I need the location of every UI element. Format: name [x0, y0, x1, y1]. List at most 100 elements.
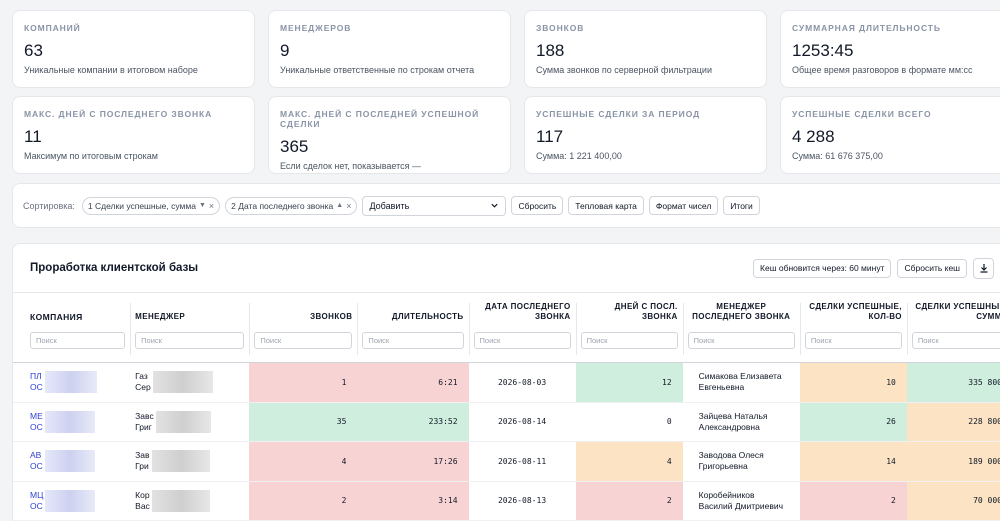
kpi-subtitle: Сумма: 61 676 375,00: [792, 151, 883, 161]
deals-sum-cell: 228 800: [906, 402, 1000, 442]
kpi-value: 9: [280, 41, 290, 60]
duration-search-input[interactable]: Поиск: [362, 332, 464, 349]
kpi-value: 4 288: [792, 127, 835, 146]
last-manager-cell: Коробейников Василий Дмитриевич: [682, 481, 800, 521]
manager-name-line: Сер: [135, 382, 151, 393]
report-panel: Проработка клиентской базы Кеш обновится…: [12, 243, 1000, 521]
table-row[interactable]: МЕ ОС Завс Григ 35 233:52 2026-08-14 0 Зай…: [13, 402, 1000, 442]
col-manager[interactable]: МЕНЕДЖЕР Поиск: [130, 292, 250, 363]
sort-chip-last-call-date[interactable]: 2 Дата последнего звонка ▲ ×: [225, 196, 358, 215]
last-manager-cell: Зайцева Наталья Александровна: [682, 402, 800, 442]
company-name-line[interactable]: МЕ: [30, 410, 43, 421]
days-search-input[interactable]: Поиск: [580, 332, 678, 349]
kpi-label: УСПЕШНЫЕ СДЕЛКИ ЗА ПЕРИОД: [536, 109, 701, 119]
deals-sum-cell: 189 000: [906, 441, 1000, 482]
manager-cell: Завс Григ: [130, 402, 250, 442]
deals-count-search-input[interactable]: Поиск: [804, 332, 902, 349]
column-header-label: СДЕЛКИ УСПЕШНЫЕ, СУММА: [915, 302, 1000, 321]
kpi-grid: КОМПАНИЙ 63 Уникальные компании в итогов…: [12, 10, 1000, 174]
company-cell[interactable]: МЦ ОС: [13, 481, 131, 521]
company-name-line[interactable]: ОС: [30, 382, 43, 393]
company-name-line[interactable]: МЦ: [30, 489, 44, 500]
kpi-subtitle: Уникальные ответственные по строкам отче…: [280, 65, 475, 75]
manager-name-line: Григ: [135, 421, 152, 432]
company-name-line[interactable]: АВ: [30, 450, 42, 461]
download-button[interactable]: [973, 257, 994, 279]
col-calls[interactable]: ЗВОНКОВ Поиск: [249, 292, 358, 363]
days-cell: 12: [575, 362, 683, 403]
last-call-date-search-input[interactable]: Поиск: [473, 332, 571, 349]
kpi-subtitle: Если сделок нет, показывается —: [280, 161, 422, 171]
kpi-value: 1253:45: [792, 41, 854, 60]
reset-cache-button[interactable]: Сбросить кеш: [897, 258, 967, 278]
manager-name-line: Завс: [135, 410, 154, 421]
table-row[interactable]: МЦ ОС Кор Вас 2 3:14 2026-08-13 2 Коробейн…: [13, 481, 1000, 521]
redacted-blur: [151, 450, 210, 473]
sort-asc-icon[interactable]: ▲: [336, 202, 344, 209]
manager-search-input[interactable]: Поиск: [135, 332, 245, 349]
kpi-card-deals-period: УСПЕШНЫЕ СДЕЛКИ ЗА ПЕРИОД 117 Сумма: 1 2…: [524, 96, 767, 174]
col-deals-count[interactable]: СДЕЛКИ УСПЕШНЫЕ, КОЛ-ВО Поиск: [799, 292, 907, 363]
last-manager-cell: Заводова Олеся Григорьевна: [682, 441, 800, 482]
manager-name-line: Зав: [135, 450, 150, 461]
company-cell[interactable]: ПЛ ОС: [13, 362, 131, 403]
download-icon: [980, 264, 987, 273]
close-icon[interactable]: ×: [208, 200, 215, 211]
company-cell[interactable]: АВ ОС: [13, 441, 131, 482]
column-header-label: ДЛИТЕЛЬНОСТЬ: [391, 312, 464, 321]
col-last-call-date[interactable]: ДАТА ПОСЛЕДНЕГО ЗВОНКА Поиск: [468, 292, 576, 363]
kpi-label: КОМПАНИЙ: [24, 23, 81, 33]
last-manager-line: Александровна: [698, 421, 760, 432]
panel-actions: Кеш обновится через: 60 минут Сбросить к…: [753, 257, 1000, 279]
kpi-subtitle: Максимум по итоговым строкам: [24, 151, 158, 161]
col-company[interactable]: КОМПАНИЯ Поиск: [13, 292, 131, 363]
last-manager-line: Евгеньевна: [698, 382, 745, 393]
column-header-label: ДНЕЙ С ПОСЛ. ЗВОНКА: [614, 302, 678, 321]
heatmap-button[interactable]: Тепловая карта: [568, 196, 644, 215]
redacted-blur: [151, 489, 210, 512]
last-manager-line: Заводова Олеся: [698, 450, 764, 461]
table-row[interactable]: АВ ОС Зав Гри 4 17:26 2026-08-11 4 Заводов…: [13, 441, 1000, 482]
company-name-line[interactable]: ОС: [30, 500, 43, 511]
days-cell: 2: [575, 481, 683, 521]
table-row[interactable]: ПЛ ОС Газ Сер 1 6:21 2026-08-03 12 Симаков…: [13, 362, 1000, 403]
sort-desc-icon[interactable]: ▼: [198, 202, 206, 209]
last-manager-cell: Симакова Елизавета Евгеньевна: [682, 362, 800, 403]
kpi-value: 188: [536, 41, 565, 60]
reset-sort-button[interactable]: Сбросить: [511, 196, 564, 215]
company-name-line[interactable]: ОС: [30, 421, 43, 432]
col-duration[interactable]: ДЛИТЕЛЬНОСТЬ Поиск: [357, 292, 469, 363]
close-icon[interactable]: ×: [346, 200, 352, 211]
redacted-blur: [44, 410, 95, 433]
redacted-blur: [45, 489, 96, 512]
kpi-value: 63: [24, 41, 43, 60]
kpi-label: ЗВОНКОВ: [536, 23, 585, 33]
kpi-card-companies: КОМПАНИЙ 63 Уникальные компании в итогов…: [12, 10, 255, 88]
number-format-button[interactable]: Формат чисел: [648, 196, 719, 215]
totals-button[interactable]: Итоги: [723, 196, 760, 215]
last-call-date-cell: 2026-08-14: [468, 402, 576, 442]
col-last-call-manager[interactable]: МЕНЕДЖЕР ПОСЛЕДНЕГО ЗВОНКА Поиск: [682, 292, 800, 363]
company-search-input[interactable]: Поиск: [30, 332, 126, 349]
add-sort-select[interactable]: Добавить: [362, 195, 507, 216]
deals-sum-search-input[interactable]: Поиск: [911, 332, 1000, 349]
kpi-label: СУММАРНАЯ ДЛИТЕЛЬНОСТЬ: [792, 23, 941, 33]
calls-search-input[interactable]: Поиск: [254, 332, 353, 349]
manager-cell: Зав Гри: [130, 441, 250, 482]
deals-count-cell: 2: [799, 481, 907, 521]
deals-count-cell: 26: [799, 402, 907, 442]
company-name-line[interactable]: ОС: [30, 461, 43, 472]
calls-cell: 2: [249, 481, 358, 521]
duration-cell: 3:14: [357, 481, 469, 521]
deals-sum-cell: 335 800: [906, 362, 1000, 403]
last-manager-search-input[interactable]: Поиск: [687, 332, 795, 349]
redacted-blur: [152, 371, 213, 394]
col-days-since-call[interactable]: ДНЕЙ С ПОСЛ. ЗВОНКА Поиск: [575, 292, 683, 363]
last-manager-line: Григорьевна: [698, 461, 748, 472]
company-name-line[interactable]: ПЛ: [30, 371, 42, 382]
col-deals-sum[interactable]: СДЕЛКИ УСПЕШНЫЕ, СУММА Поиск: [906, 292, 1000, 363]
company-cell[interactable]: МЕ ОС: [13, 402, 131, 442]
calls-cell: 1: [249, 362, 358, 403]
sort-chip-deals-sum[interactable]: 1 Сделки успешные, сумма ▼ ×: [81, 196, 221, 215]
column-header-label: МЕНЕДЖЕР ПОСЛЕДНЕГО ЗВОНКА: [692, 302, 791, 321]
